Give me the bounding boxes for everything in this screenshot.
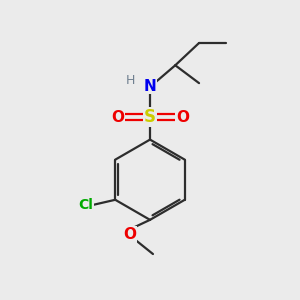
Text: Cl: Cl	[79, 198, 94, 212]
Text: H: H	[126, 74, 135, 87]
Text: S: S	[144, 108, 156, 126]
Text: N: N	[144, 79, 156, 94]
Text: O: O	[111, 110, 124, 125]
Text: O: O	[176, 110, 189, 125]
Text: O: O	[123, 227, 136, 242]
